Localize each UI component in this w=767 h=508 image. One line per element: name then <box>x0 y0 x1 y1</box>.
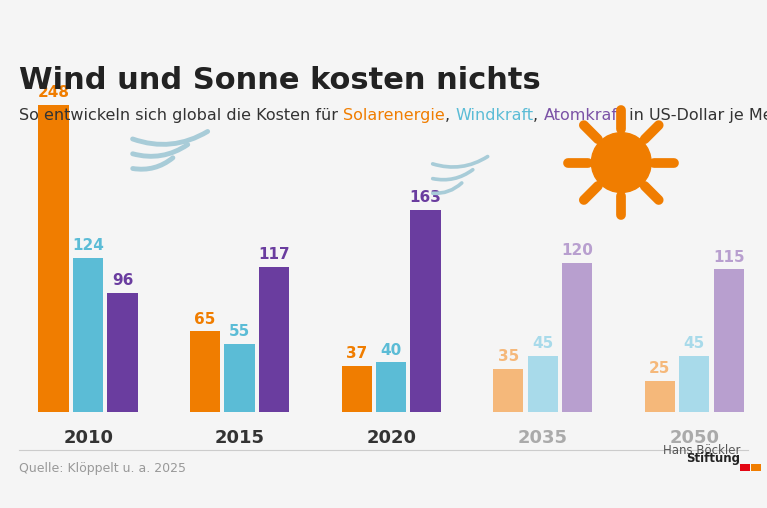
Bar <box>679 356 709 412</box>
Bar <box>713 270 744 412</box>
Text: 124: 124 <box>72 238 104 253</box>
Bar <box>225 344 255 412</box>
Text: 2015: 2015 <box>215 429 265 448</box>
Bar <box>107 293 138 412</box>
Text: Quelle: Klöppelt u. a. 2025: Quelle: Klöppelt u. a. 2025 <box>19 462 186 475</box>
Text: 37: 37 <box>346 346 367 361</box>
Text: 40: 40 <box>380 342 402 358</box>
Text: Hans Böckler: Hans Böckler <box>663 444 740 457</box>
Text: 2010: 2010 <box>63 429 114 448</box>
Text: 25: 25 <box>649 361 670 376</box>
Text: 96: 96 <box>112 273 133 288</box>
Text: in US-Dollar je Megawattstunde ...: in US-Dollar je Megawattstunde ... <box>624 108 767 123</box>
Text: Solarenergie: Solarenergie <box>343 108 445 123</box>
Text: Wind und Sonne kosten nichts: Wind und Sonne kosten nichts <box>19 66 541 95</box>
Text: 120: 120 <box>561 243 593 259</box>
Text: 55: 55 <box>229 324 250 339</box>
Text: 2050: 2050 <box>669 429 719 448</box>
Bar <box>259 267 289 412</box>
Bar <box>528 356 558 412</box>
Text: So entwickeln sich global die Kosten für: So entwickeln sich global die Kosten für <box>19 108 343 123</box>
Text: ,: , <box>533 108 544 123</box>
Text: 35: 35 <box>498 348 518 364</box>
Bar <box>376 363 407 412</box>
Bar <box>644 381 675 412</box>
Text: Atomkraft: Atomkraft <box>544 108 624 123</box>
Text: 163: 163 <box>410 190 442 205</box>
Text: 45: 45 <box>532 336 553 352</box>
Text: ,: , <box>445 108 455 123</box>
Text: 2035: 2035 <box>518 429 568 448</box>
Bar <box>73 259 104 412</box>
Bar <box>190 332 220 412</box>
Text: 2020: 2020 <box>366 429 416 448</box>
Text: 65: 65 <box>195 311 216 327</box>
Bar <box>562 263 592 412</box>
Text: 248: 248 <box>38 85 70 100</box>
Bar <box>38 105 69 412</box>
Bar <box>410 210 441 412</box>
Text: 115: 115 <box>713 249 745 265</box>
Text: 117: 117 <box>258 247 290 262</box>
Text: 45: 45 <box>683 336 705 352</box>
Bar <box>493 369 523 412</box>
Circle shape <box>591 133 651 193</box>
Text: Stiftung: Stiftung <box>686 452 740 465</box>
Text: Windkraft: Windkraft <box>455 108 533 123</box>
Bar <box>341 366 372 412</box>
